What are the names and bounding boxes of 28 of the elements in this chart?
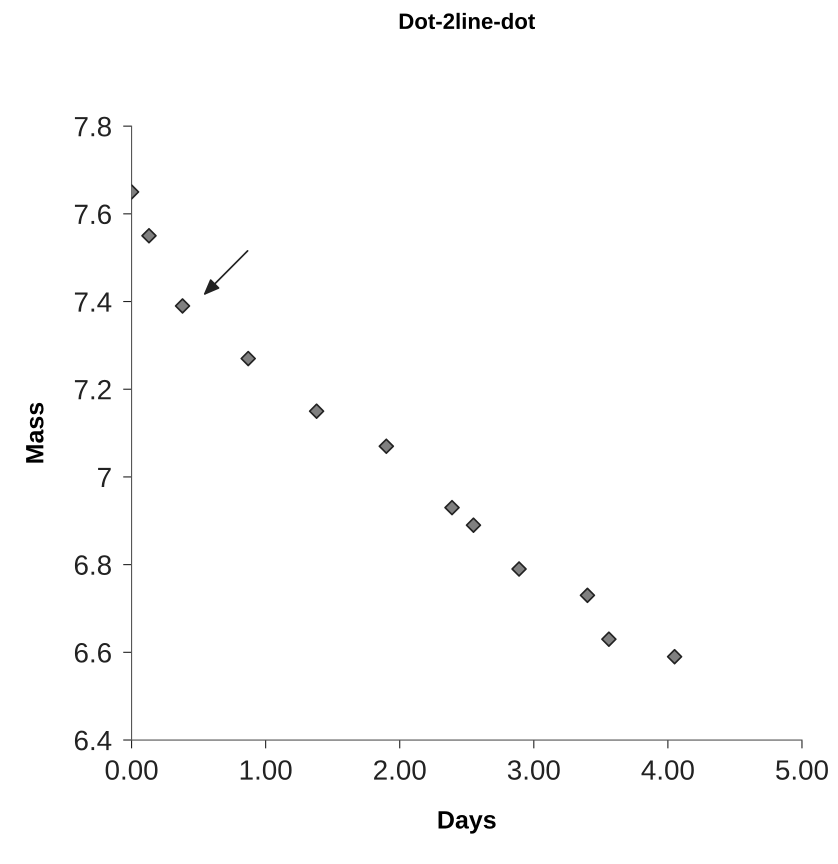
point <box>240 350 256 366</box>
point <box>580 588 596 604</box>
x-tick-label: 2.00 <box>374 760 426 780</box>
chart-title: Dot-2line-dot <box>400 12 536 30</box>
x-tick-label: 4.00 <box>641 760 694 780</box>
y-tick-label: 6.4 <box>74 730 112 750</box>
y-tick-label: 6.6 <box>74 642 111 663</box>
point <box>601 631 617 647</box>
point <box>174 298 190 314</box>
y-tick-label: 7 <box>98 468 111 487</box>
x-tick-label: 5.00 <box>776 760 828 780</box>
point <box>378 438 394 454</box>
point <box>141 228 157 244</box>
x-tick-label: 0.00 <box>106 760 158 780</box>
point <box>666 648 682 664</box>
y-tick-label: 7.2 <box>74 380 111 400</box>
y-tick-label: 7.8 <box>74 116 111 136</box>
y-tick-label: 7.6 <box>74 204 111 224</box>
x-tick-label: 3.00 <box>508 760 560 780</box>
y-tick-label: 7.4 <box>74 292 112 312</box>
y-tick-label: 6.8 <box>74 555 111 575</box>
point <box>511 561 527 577</box>
point <box>308 403 324 419</box>
point <box>444 500 460 516</box>
x-tick-label: 1.00 <box>240 760 292 780</box>
x-axis-title: Days <box>438 811 496 834</box>
point <box>466 517 482 533</box>
y-axis-title: Mass <box>26 402 44 463</box>
